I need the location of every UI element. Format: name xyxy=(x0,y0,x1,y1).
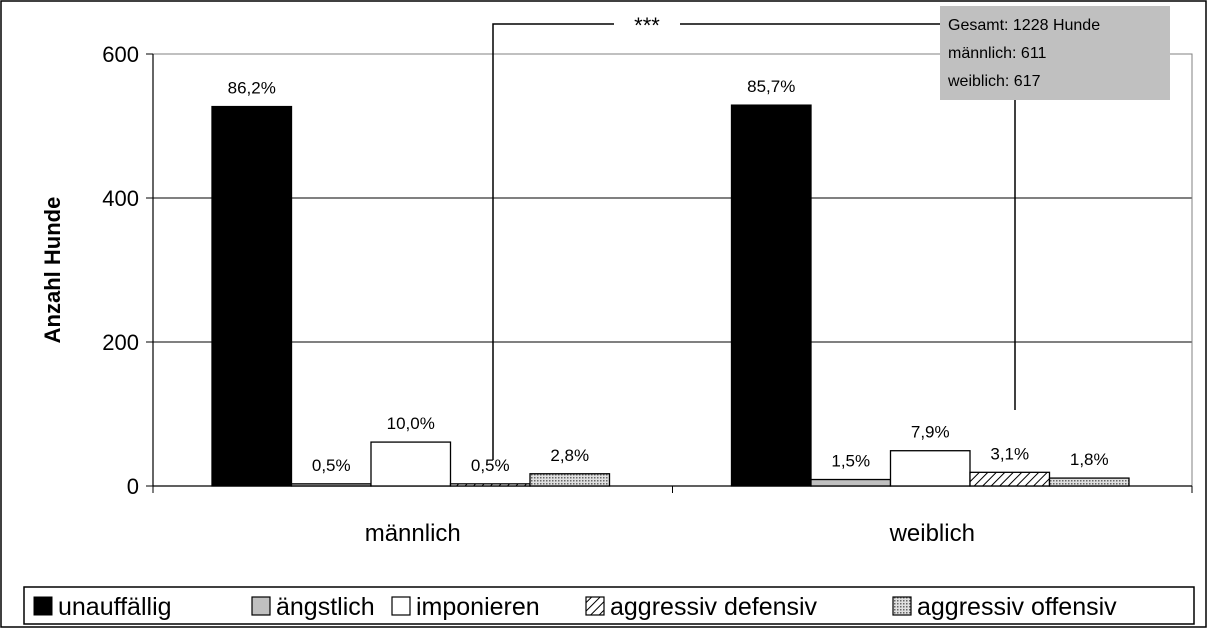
bars xyxy=(211,104,1130,487)
bar-unauffaellig-maennlich xyxy=(211,105,293,487)
legend-label-unauffaellig: unauffällig xyxy=(58,593,172,621)
significance-stars: *** xyxy=(634,13,660,38)
legend-swatch-aengstlich xyxy=(251,596,271,616)
data-label: 85,7% xyxy=(747,77,795,96)
data-label: 10,0% xyxy=(387,414,435,433)
bar-aggressiv-defensiv-weiblich xyxy=(969,471,1051,487)
y-tick-label: 600 xyxy=(102,42,139,67)
annotation-line-1: Gesamt: 1228 Hunde xyxy=(948,17,1100,34)
legend-swatch-aggressiv-offensiv xyxy=(892,596,912,616)
y-axis-label: Anzahl Hunde xyxy=(40,197,65,344)
data-label: 2,8% xyxy=(550,446,589,465)
bar-aggressiv-offensiv-maennlich xyxy=(529,473,611,487)
x-category-label: weiblich xyxy=(889,520,975,547)
legend-swatch-imponieren xyxy=(391,596,411,616)
legend-label-imponieren: imponieren xyxy=(416,593,540,621)
legend-border xyxy=(23,586,1195,625)
legend: unauffällig ängstlich imponieren aggress… xyxy=(23,586,1195,625)
bar-aengstlich-maennlich xyxy=(290,483,372,487)
data-label: 86,2% xyxy=(228,79,276,98)
annotation-box: Gesamt: 1228 Hunde männlich: 611 weiblic… xyxy=(940,6,1170,100)
data-label: 0,5% xyxy=(312,456,351,475)
data-label: 7,9% xyxy=(911,423,950,442)
annotation-line-3: weiblich: 617 xyxy=(947,73,1041,90)
annotation-line-2: männlich: 611 xyxy=(948,45,1047,62)
data-label: 1,8% xyxy=(1070,450,1109,469)
y-tick-label: 200 xyxy=(102,330,139,355)
bar-imponieren-maennlich xyxy=(370,441,452,487)
data-labels: 86,2% 0,5% 10,0% 0,5% 2,8% 85,7% 1,5% 7,9% 3,1% 1… xyxy=(228,77,1109,475)
data-label: 0,5% xyxy=(471,456,510,475)
bar-aggressiv-defensiv-maennlich xyxy=(449,483,531,487)
bar-imponieren-weiblich xyxy=(889,450,971,487)
bar-unauffaellig-weiblich xyxy=(730,104,812,487)
bar-aengstlich-weiblich xyxy=(810,478,892,487)
x-category-label: männlich xyxy=(365,520,461,547)
legend-label-aggressiv-offensiv: aggressiv offensiv xyxy=(917,593,1117,621)
data-label: 3,1% xyxy=(990,444,1029,463)
legend-label-aengstlich: ängstlich xyxy=(276,593,375,621)
y-tick-label: 400 xyxy=(102,186,139,211)
bar-aggressiv-offensiv-weiblich xyxy=(1048,477,1130,487)
legend-label-aggressiv-defensiv: aggressiv defensiv xyxy=(610,593,818,621)
data-label: 1,5% xyxy=(831,452,870,471)
legend-swatch-unauffaellig xyxy=(33,596,53,616)
significance-line-left xyxy=(492,23,614,460)
y-tick-label: 0 xyxy=(127,474,139,499)
legend-swatch-aggressiv-defensiv xyxy=(585,596,605,616)
